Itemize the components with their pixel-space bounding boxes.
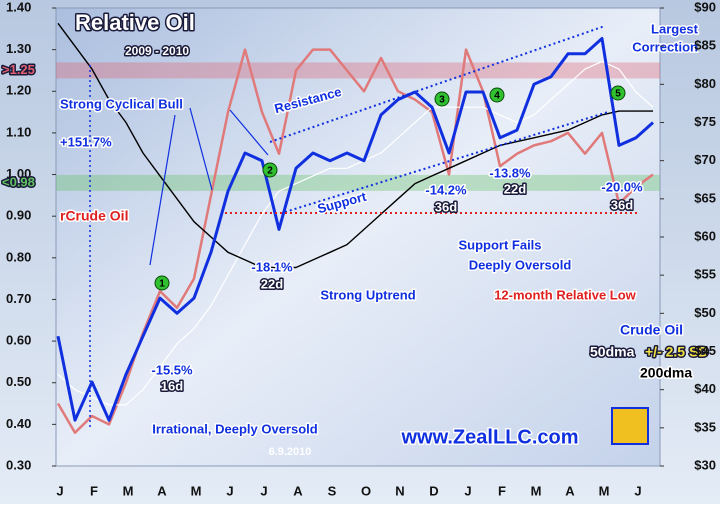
y2-tick-label: $60 (694, 228, 716, 243)
x-tick-label: N (395, 483, 404, 498)
guides (89, 25, 649, 445)
band (56, 62, 660, 79)
x-tick-label: S (328, 483, 337, 498)
legend-label: +/- 2.5 SD (645, 344, 708, 360)
logo (611, 407, 649, 445)
annotation: -13.8% (489, 165, 531, 180)
band-label: >1.25 (2, 62, 35, 77)
annotation: 16d (161, 378, 183, 393)
annotation: +151.7% (60, 134, 112, 149)
x-tick-label: F (498, 483, 506, 498)
legend-label: Crude Oil (620, 322, 683, 338)
band-label: <0.98 (2, 174, 35, 189)
annotation: Largest (651, 21, 699, 36)
x-tick-label: M (123, 483, 134, 498)
y-tick-label: 0.90 (6, 208, 31, 223)
y2-tick-label: $45 (694, 343, 716, 358)
annotation: Strong Cyclical Bull (60, 96, 183, 111)
wave-marker (262, 162, 278, 178)
x-tick-label: A (565, 483, 575, 498)
chart-subtitle: 2009 - 2010 (125, 44, 189, 58)
y2-tick-label: $55 (694, 267, 716, 282)
series-line (57, 60, 654, 406)
y-tick-label: 0.70 (6, 291, 31, 306)
y-tick-label: 0.60 (6, 333, 31, 348)
annotation: www.ZealLLC.com (400, 426, 578, 448)
y2-tick-label: $80 (694, 76, 716, 91)
y2-tick-label: $85 (694, 38, 716, 53)
x-tick-label: D (429, 483, 438, 498)
wave-number: 5 (615, 89, 621, 100)
wave-marker (489, 87, 505, 103)
y-tick-label: 1.20 (6, 83, 31, 98)
annotation: Correction (632, 39, 698, 54)
y2-tick-label: $40 (694, 381, 716, 396)
series-line (56, 48, 654, 434)
annotation: 36d (611, 197, 633, 212)
x-tick-label: A (157, 483, 167, 498)
legend-label: 50dma (590, 344, 635, 360)
y-tick-label: 1.00 (6, 166, 31, 181)
y-tick-label: 0.80 (6, 249, 31, 264)
x-tick-label: J (226, 483, 233, 498)
x-tick-label: J (260, 483, 267, 498)
arrows (149, 107, 269, 266)
wave-marker (154, 275, 170, 291)
x-tick-label: J (634, 483, 641, 498)
x-tick-label: M (599, 483, 610, 498)
series-lines (56, 22, 655, 434)
y2-tick-label: $50 (694, 305, 716, 320)
y2-tick-label: $65 (694, 190, 716, 205)
annotation: -18.1% (251, 259, 293, 274)
annotation: 12-month Relative Low (494, 287, 636, 302)
wave-number: 1 (159, 279, 165, 290)
band (56, 174, 660, 191)
y2-tick-label: $70 (694, 152, 716, 167)
legend-label: 200dma (640, 365, 692, 381)
wave-number: 3 (439, 95, 445, 106)
x-tick-label: J (56, 483, 63, 498)
x-tick-label: F (90, 483, 98, 498)
y2-tick-label: $35 (694, 419, 716, 434)
wave-number: 2 (267, 166, 273, 177)
series-line (57, 22, 653, 269)
legend-label: rCrude Oil (60, 208, 128, 224)
annotation: Support Fails (458, 237, 541, 252)
annotation: Deeply Oversold (469, 257, 572, 272)
y-tick-label: 1.40 (6, 0, 31, 14)
annotation: -15.5% (151, 362, 193, 377)
bands (56, 62, 660, 191)
annotation: 36d (435, 199, 457, 214)
y-tick-label: 1.10 (6, 124, 31, 139)
annotation: -20.0% (601, 179, 643, 194)
x-tick-label: J (464, 483, 471, 498)
x-tick-label: A (293, 483, 303, 498)
annotation: 6.9.2010 (269, 446, 312, 458)
annotation: Irrational, Deeply Oversold (152, 421, 318, 436)
wave-marker (610, 85, 626, 101)
annotation: 22d (504, 181, 526, 196)
support-line (284, 111, 609, 213)
wave-number: 4 (494, 91, 500, 102)
annotation: -14.2% (425, 182, 467, 197)
y-tick-label: 0.40 (6, 416, 31, 431)
y2-tick-label: $90 (694, 0, 716, 14)
x-tick-label: M (531, 483, 542, 498)
x-tick-label: M (191, 483, 202, 498)
series-line (56, 37, 655, 422)
annotation: 22d (261, 276, 283, 291)
y2-tick-label: $30 (694, 457, 716, 472)
y-tick-label: 0.30 (6, 457, 31, 472)
y-tick-label: 0.50 (6, 374, 31, 389)
resistance-line (269, 25, 606, 143)
wave-marker (434, 91, 450, 107)
x-tick-label: O (361, 483, 371, 498)
chart-title: Relative Oil (75, 10, 195, 35)
y-tick-label: 1.30 (6, 41, 31, 56)
y2-tick-label: $75 (694, 114, 716, 129)
annotation: Strong Uptrend (320, 287, 415, 302)
